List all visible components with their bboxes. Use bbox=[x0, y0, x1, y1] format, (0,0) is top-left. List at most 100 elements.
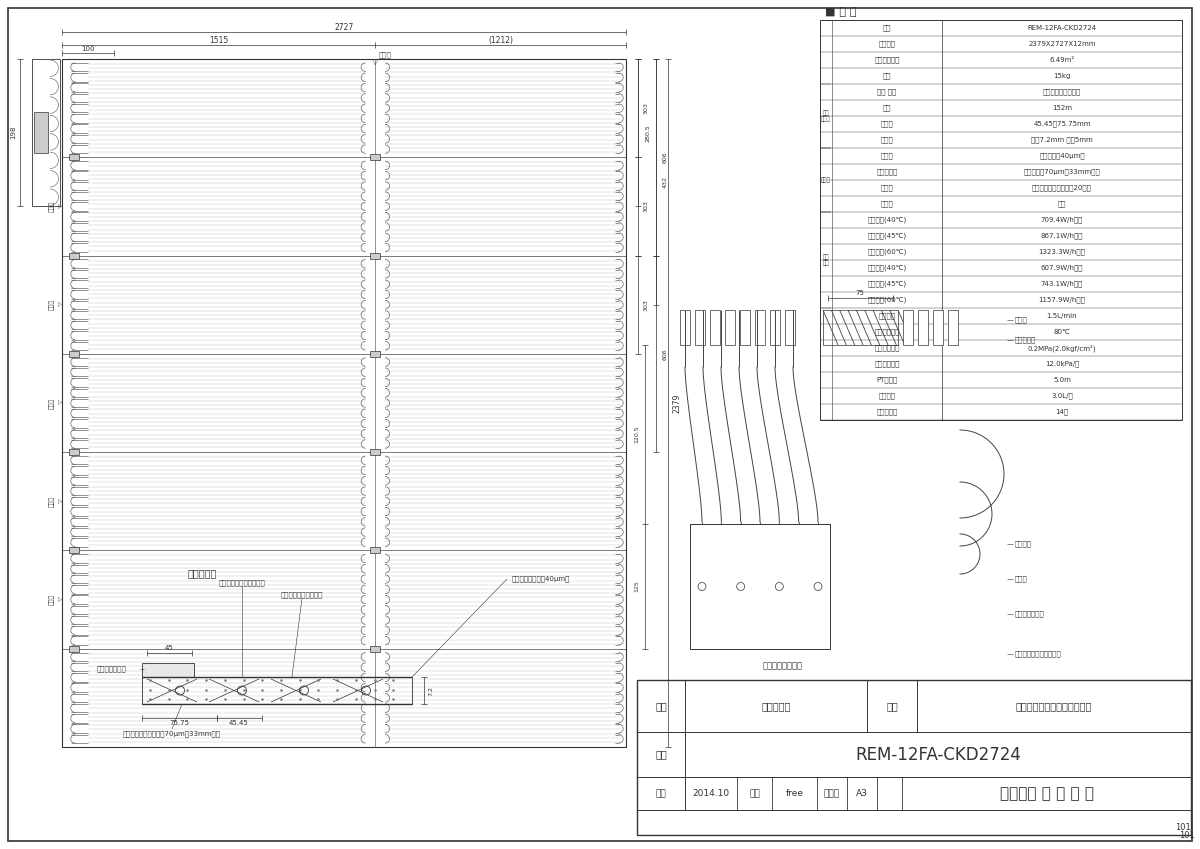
Text: 小根太溝数: 小根太溝数 bbox=[876, 408, 898, 415]
Text: 放熱補助材（アルミ箔70μm－33mm幅）: 放熱補助材（アルミ箔70μm－33mm幅） bbox=[124, 731, 221, 737]
Text: 45.45: 45.45 bbox=[229, 720, 248, 726]
Text: 谷折り: 谷折り bbox=[49, 299, 55, 311]
Text: PT相当長: PT相当長 bbox=[876, 377, 898, 383]
Text: 設計
固体: 設計 固体 bbox=[823, 254, 829, 266]
Text: 高効率小根太入り温水マット: 高効率小根太入り温水マット bbox=[1016, 701, 1092, 711]
Text: 最高使用圧力: 最高使用圧力 bbox=[875, 345, 900, 351]
Text: 小根太（合板）: 小根太（合板） bbox=[97, 666, 127, 672]
Text: 303: 303 bbox=[643, 299, 648, 311]
Text: 山折り: 山折り bbox=[49, 594, 55, 605]
Text: (45℃): (45℃) bbox=[868, 281, 906, 287]
Text: 名称: 名称 bbox=[655, 701, 667, 711]
Text: 放熱
コイル: 放熱 コイル bbox=[821, 110, 830, 122]
Text: 1157.9W/h・枚: 1157.9W/h・枚 bbox=[1038, 296, 1086, 303]
Bar bbox=[70, 548, 79, 554]
Bar bbox=[680, 310, 690, 345]
Text: ▷: ▷ bbox=[58, 597, 62, 602]
Text: 山折り: 山折り bbox=[49, 201, 55, 212]
Text: 14本: 14本 bbox=[1056, 408, 1068, 415]
Text: REM-12FA-CKD2724: REM-12FA-CKD2724 bbox=[856, 745, 1021, 763]
Bar bbox=[695, 310, 706, 345]
Text: 材質 材料: 材質 材料 bbox=[877, 88, 896, 95]
Text: 606: 606 bbox=[662, 151, 667, 163]
Text: 断面詳細図: 断面詳細図 bbox=[187, 568, 217, 578]
Bar bbox=[70, 252, 79, 259]
Text: 743.1W/h・枚: 743.1W/h・枚 bbox=[1040, 281, 1084, 287]
Text: 外彧7.2mm 内径5mm: 外彧7.2mm 内径5mm bbox=[1031, 137, 1093, 143]
Text: ▽: ▽ bbox=[372, 57, 378, 65]
Text: 606: 606 bbox=[662, 348, 667, 360]
Text: 15kg: 15kg bbox=[1054, 73, 1070, 79]
Text: 小根太: 小根太 bbox=[1015, 317, 1027, 323]
Text: 303: 303 bbox=[643, 102, 648, 114]
Text: 1515: 1515 bbox=[209, 36, 228, 44]
Text: ▷: ▷ bbox=[58, 204, 62, 209]
Text: 1323.3W/h・枚: 1323.3W/h・枚 bbox=[1038, 249, 1086, 256]
Text: 最高使用温度: 最高使用温度 bbox=[875, 329, 900, 335]
Text: マット: マット bbox=[821, 177, 830, 183]
Text: 重量: 重量 bbox=[883, 73, 892, 79]
Text: 2014.10: 2014.10 bbox=[692, 789, 730, 798]
Bar bbox=[918, 310, 928, 345]
Text: 432: 432 bbox=[662, 176, 667, 188]
Text: 867.1W/h・枚: 867.1W/h・枚 bbox=[1040, 233, 1084, 239]
Text: バンド: バンド bbox=[1015, 576, 1027, 582]
Bar bbox=[142, 677, 412, 704]
Text: 総長: 総長 bbox=[883, 104, 892, 111]
Text: 谷折り: 谷折り bbox=[49, 496, 55, 507]
Text: (45℃): (45℃) bbox=[868, 233, 906, 239]
Text: REM-12FA-CKD2724: REM-12FA-CKD2724 bbox=[1027, 25, 1097, 31]
Text: 保有水量: 保有水量 bbox=[878, 393, 895, 399]
Text: フォームポリスチレン: フォームポリスチレン bbox=[281, 592, 323, 599]
Text: 709.4W/h・枚: 709.4W/h・枚 bbox=[1040, 216, 1084, 223]
Text: ▷: ▷ bbox=[58, 401, 62, 406]
Text: 裏面材: 裏面材 bbox=[881, 200, 893, 207]
Bar bbox=[371, 155, 380, 160]
Text: 5.0m: 5.0m bbox=[1054, 377, 1070, 383]
Text: 型式: 型式 bbox=[883, 25, 892, 31]
Text: 75.75: 75.75 bbox=[169, 720, 190, 726]
Text: 100: 100 bbox=[82, 46, 95, 52]
Bar bbox=[32, 59, 60, 206]
Text: 101: 101 bbox=[1175, 823, 1190, 831]
Text: ヘッダーカバー: ヘッダーカバー bbox=[1015, 610, 1045, 617]
Text: ヘッダー: ヘッダー bbox=[1015, 541, 1032, 548]
Text: 放熱補助材: 放熱補助材 bbox=[876, 169, 898, 175]
Bar bbox=[725, 310, 734, 345]
Text: 3.0L/枚: 3.0L/枚 bbox=[1051, 393, 1073, 399]
Text: 品名: 品名 bbox=[886, 701, 898, 711]
Bar bbox=[820, 20, 1182, 420]
Text: アルミ箔（40μm）: アルミ箔（40μm） bbox=[1039, 153, 1085, 160]
Text: ポリスチレン発泡体（20倒）: ポリスチレン発泡体（20倒） bbox=[1032, 185, 1092, 191]
Text: 外形寨法: 外形寨法 bbox=[878, 41, 895, 48]
Bar bbox=[637, 680, 1190, 835]
Text: 303: 303 bbox=[643, 200, 648, 212]
Bar bbox=[690, 524, 830, 649]
Bar bbox=[62, 59, 626, 747]
Bar bbox=[70, 646, 79, 652]
Text: 125: 125 bbox=[635, 581, 640, 593]
Text: 120.5: 120.5 bbox=[635, 425, 640, 443]
Bar bbox=[948, 310, 958, 345]
Text: (1212): (1212) bbox=[488, 36, 514, 44]
Bar bbox=[371, 351, 380, 357]
Bar bbox=[371, 548, 380, 554]
Text: 2379: 2379 bbox=[672, 393, 682, 413]
Bar bbox=[710, 310, 720, 345]
Text: 198: 198 bbox=[10, 126, 16, 139]
Text: 有効放熱面積: 有効放熱面積 bbox=[875, 57, 900, 64]
Text: サイズ: サイズ bbox=[824, 789, 840, 798]
Text: 放熱補助材: 放熱補助材 bbox=[1015, 337, 1037, 343]
Text: ■ 仕 様: ■ 仕 様 bbox=[826, 7, 857, 17]
Text: 標準流量抗抛: 標準流量抗抛 bbox=[875, 361, 900, 368]
Bar bbox=[371, 252, 380, 259]
Bar bbox=[142, 663, 194, 677]
Text: 放熱材（アルミ箔40μm）: 放熱材（アルミ箔40μm） bbox=[512, 576, 570, 582]
Text: 2379X2727X12mm: 2379X2727X12mm bbox=[1028, 41, 1096, 47]
Text: 6.49m²: 6.49m² bbox=[1049, 57, 1075, 63]
Text: 谷折り: 谷折り bbox=[378, 52, 391, 59]
Bar bbox=[70, 449, 79, 455]
Text: 作成: 作成 bbox=[655, 789, 666, 798]
Text: 型式: 型式 bbox=[655, 750, 667, 760]
Text: 2727: 2727 bbox=[335, 23, 354, 31]
